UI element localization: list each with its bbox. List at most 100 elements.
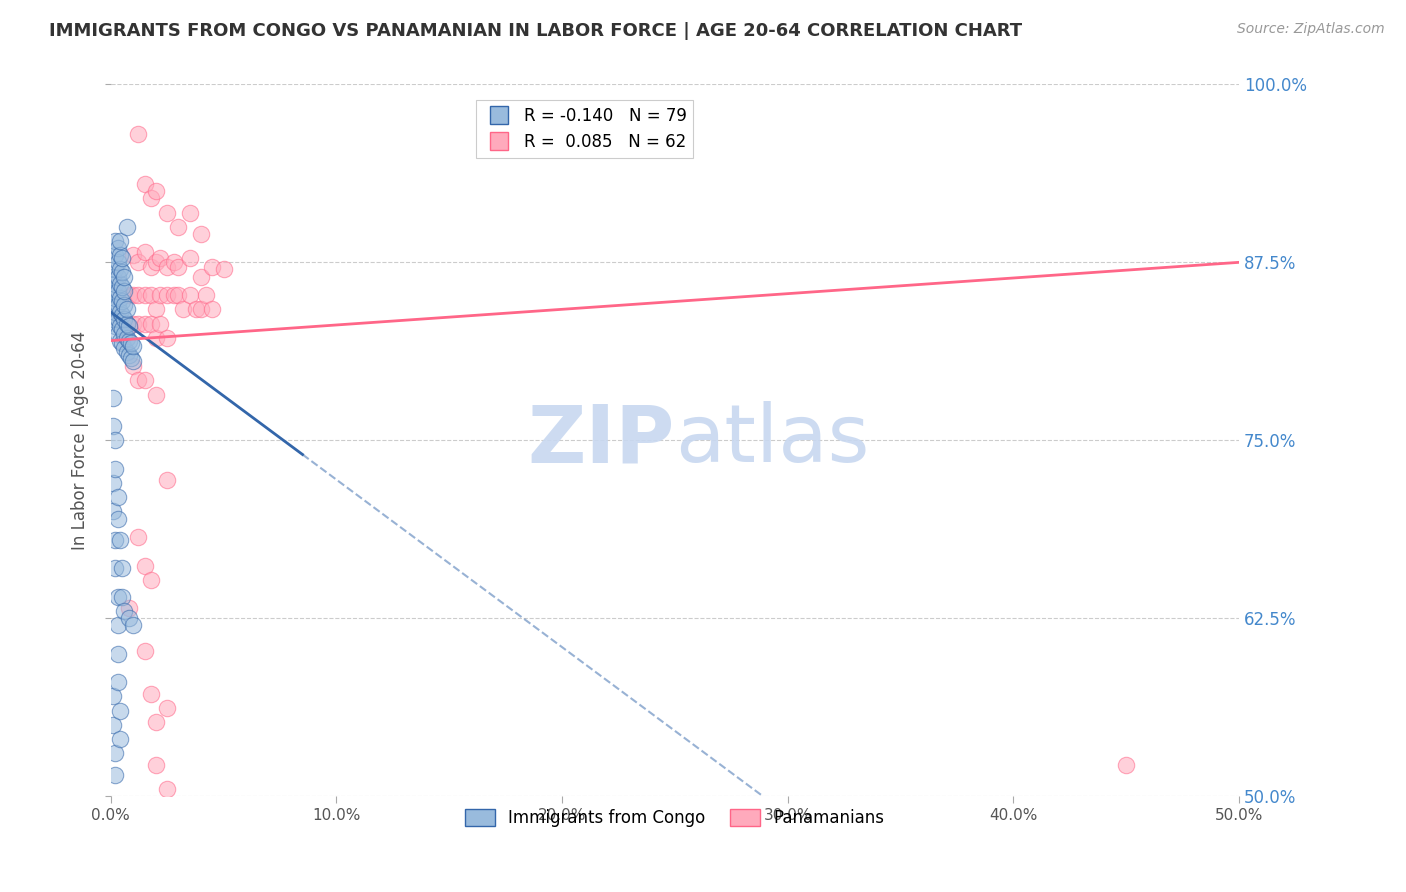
Point [112,284,135,298]
Point [212,262,235,277]
Point [145,255,167,269]
Text: ZIP: ZIP [527,401,675,479]
Point [112,269,135,284]
Legend: Immigrants from Congo, Panamanians: Immigrants from Congo, Panamanians [458,803,891,834]
Point [134,558,156,573]
Point [145,715,167,730]
Point [104,305,127,319]
Point [111,308,134,322]
Point [156,288,179,302]
Point [104,434,127,448]
Point [145,184,167,198]
Point [107,241,129,255]
Point [122,248,145,262]
Text: Source: ZipAtlas.com: Source: ZipAtlas.com [1237,22,1385,37]
Point [201,260,224,274]
Point [167,260,190,274]
Point [190,227,212,241]
Point [163,288,186,302]
Point [107,312,129,326]
Text: IMMIGRANTS FROM CONGO VS PANAMANIAN IN LABOR FORCE | AGE 20-64 CORRELATION CHART: IMMIGRANTS FROM CONGO VS PANAMANIAN IN L… [49,22,1022,40]
Point [115,331,138,345]
Point [115,302,138,317]
Point [190,302,212,317]
Point [122,339,145,353]
Point [101,269,124,284]
Point [149,288,172,302]
Point [104,319,127,334]
Point [104,277,127,291]
Point [104,262,127,277]
Point [108,277,131,291]
Point [107,490,129,504]
Point [107,298,129,312]
Point [107,326,129,341]
Point [108,732,131,747]
Point [115,345,138,359]
Point [163,255,186,269]
Point [120,336,142,351]
Point [104,561,127,575]
Point [108,533,131,547]
Point [107,675,129,690]
Point [104,291,127,305]
Point [101,419,124,434]
Point [107,511,129,525]
Point [108,248,131,262]
Point [141,317,163,331]
Point [127,288,149,302]
Point [101,718,124,732]
Point [112,298,135,312]
Point [141,288,163,302]
Point [107,269,129,284]
Point [118,319,141,334]
Point [111,265,134,279]
Text: atlas: atlas [675,401,869,479]
Point [186,302,208,317]
Point [111,251,134,265]
Point [108,262,131,277]
Point [122,317,145,331]
Point [167,288,190,302]
Point [172,302,194,317]
Point [134,245,156,260]
Point [122,353,145,368]
Point [111,561,134,575]
Point [101,312,124,326]
Point [107,647,129,661]
Point [134,644,156,658]
Point [115,317,138,331]
Point [167,219,190,234]
Point [108,291,131,305]
Point [134,288,156,302]
Point [118,611,141,625]
Point [107,255,129,269]
Point [107,590,129,604]
Point [107,618,129,632]
Point [112,341,135,355]
Point [145,757,167,772]
Point [118,288,141,302]
Point [122,288,145,302]
Point [101,284,124,298]
Point [141,260,163,274]
Point [127,317,149,331]
Point [201,302,224,317]
Point [120,351,142,365]
Point [1115,757,1137,772]
Point [101,690,124,704]
Point [156,473,179,487]
Point [104,747,127,761]
Point [127,530,149,544]
Point [145,331,167,345]
Point [104,234,127,248]
Point [101,391,124,405]
Point [104,248,127,262]
Point [127,374,149,388]
Point [179,251,201,265]
Point [108,305,131,319]
Point [122,618,145,632]
Point [156,781,179,796]
Point [141,191,163,205]
Point [112,604,135,618]
